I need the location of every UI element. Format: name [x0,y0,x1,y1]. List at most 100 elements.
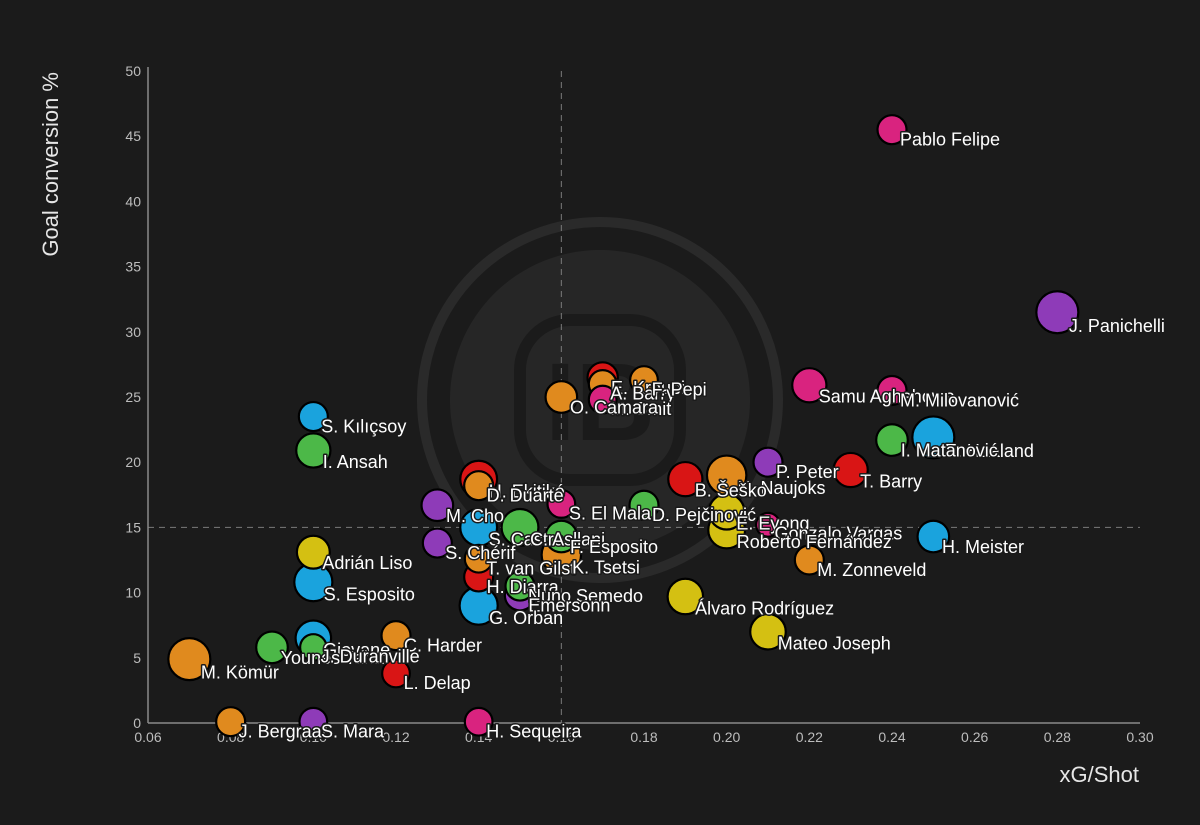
point-label: M. Smit [610,399,671,419]
point-label: J. Bergraaf [239,722,328,742]
data-point [749,612,787,651]
data-points [167,114,1080,738]
point-label: L. Delap [404,673,471,693]
y-tick-label: 50 [125,63,141,79]
point-label: Mateo Joseph [778,633,891,653]
point-label: D. Pejčinović [652,505,756,525]
data-point [500,507,540,547]
point-label: G. Orban [489,608,563,628]
data-point [587,384,618,415]
data-point [832,451,869,489]
y-tick-label: 5 [133,650,141,666]
x-axis-title: xG/Shot [1060,762,1139,787]
point-label: S. Chérif [445,543,516,563]
data-point [752,446,784,478]
x-tick-label: 0.12 [382,729,409,745]
x-tick-label: 0.26 [961,729,988,745]
point-label: S. Esposito [324,585,415,605]
data-point [421,527,453,559]
point-label: S. Kılıçsoy [321,417,406,437]
point-label: M. Zonneveld [817,560,926,580]
data-point [299,633,328,662]
x-tick-label: 0.06 [134,729,161,745]
y-tick-label: 25 [125,389,141,405]
point-label: I. Ansah [323,452,388,472]
x-tick-label: 0.28 [1044,729,1071,745]
data-point [381,658,411,689]
point-label: K. Tsetsi [572,558,640,578]
point-label: Emersonn [528,596,610,616]
point-label: E. Haaland [945,441,1034,461]
point-label: F. Pepi [652,380,707,400]
point-label: Giovane [323,640,390,660]
data-point [463,543,494,574]
data-point [295,432,332,469]
point-label: T. Barry [860,471,922,491]
point-label: I. Matanović [901,441,998,461]
data-point [544,380,579,414]
y-tick-label: 20 [125,454,141,470]
point-label: F. Esposito [570,537,658,557]
point-label: H. Diarra [487,577,560,597]
y-tick-labels: 0 5 10 15 20 25 30 35 40 45 50 [125,63,141,731]
data-point [504,570,536,602]
data-point [463,470,495,502]
point-label: P. Peter [776,462,839,482]
point-label: T. van Gilst [486,558,575,578]
point-label: N. Naujoks [738,478,826,498]
point-label: J. Duranville [321,647,420,667]
x-tick-label: 0.16 [548,729,575,745]
point-label: H. Ekitiké [489,481,565,501]
data-point [380,620,412,652]
point-label: D. Duarte [487,486,564,506]
point-label: O. Camara [570,398,659,418]
data-point [911,415,956,460]
data-point [298,706,329,737]
x-tick-label: 0.20 [713,729,740,745]
y-tick-label: 30 [125,324,141,340]
data-point [420,488,455,523]
data-point [876,374,908,407]
point-label: Álvaro Rodríguez [695,598,834,618]
y-tick-label: 10 [125,585,141,601]
point-label: Nuno Semedo [528,586,643,606]
reference-lines [148,71,1140,723]
x-tick-label: 0.30 [1126,729,1153,745]
y-axis-title: Goal conversion % [38,72,63,257]
data-point [791,367,828,404]
point-label: B. Šeško [695,480,767,501]
x-tick-label: 0.24 [878,729,905,745]
data-point [707,492,746,531]
y-tick-label: 35 [125,259,141,275]
data-point [629,365,659,395]
y-tick-label: 45 [125,128,141,144]
point-label: Pablo Felipe [900,130,1000,150]
point-label: E. Kroupi [611,378,685,398]
point-label: H. Meister [942,537,1024,557]
point-label: S. Mara [321,721,385,741]
data-point [215,706,247,738]
point-label: M. Kömür [201,663,279,683]
data-point [875,423,909,457]
data-point [916,519,951,554]
x-tick-label: 0.22 [796,729,823,745]
point-label: M. Cho [446,506,504,526]
point-label: Adrián Liso [322,553,412,573]
point-label: C. Harder [404,636,482,656]
point-label: Gonzalo Vargas [775,523,903,543]
data-point [295,534,331,570]
data-point [255,630,289,665]
data-point [667,460,704,498]
point-label: M. Milovanović [900,390,1019,410]
data-point [167,637,212,682]
x-tick-label: 0.18 [630,729,657,745]
data-point [666,577,705,616]
point-label: S. Castro [489,530,564,550]
point-label: A. Barry [610,384,675,404]
data-point [876,114,908,146]
data-point [463,706,494,737]
data-point [754,511,781,538]
